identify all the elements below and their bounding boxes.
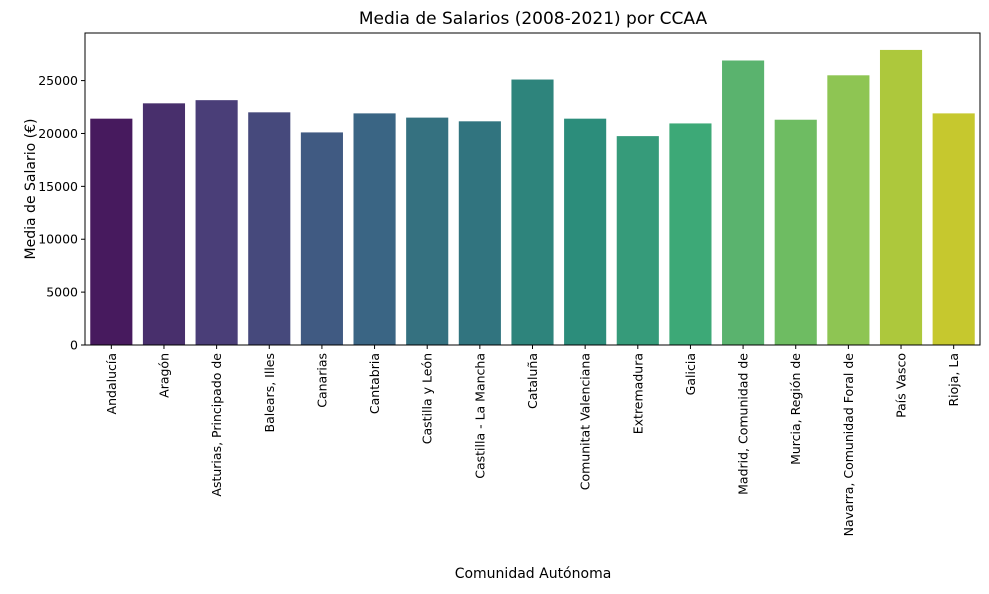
x-tick-label: Comunitat Valenciana (578, 353, 593, 490)
bar (458, 121, 501, 346)
bar (616, 136, 659, 345)
bar (669, 123, 712, 345)
y-tick-label: 20000 (38, 126, 78, 141)
x-tick-label: Madrid, Comunidad de (736, 353, 751, 495)
bar (406, 117, 449, 345)
bar (722, 60, 765, 346)
y-tick-label: 25000 (38, 73, 78, 88)
y-tick-label: 10000 (38, 232, 78, 247)
x-tick-label: Aragón (156, 353, 171, 398)
x-tick-label: Castilla y León (420, 353, 435, 444)
bar (300, 132, 343, 345)
chart-title: Media de Salarios (2008-2021) por CCAA (359, 9, 708, 29)
y-tick-label: 0 (70, 338, 78, 353)
x-tick-label: Balears, Illes (262, 353, 277, 433)
x-tick-label: País Vasco (894, 353, 909, 418)
bar (827, 75, 870, 345)
x-ticks-group: Andalucía Aragón Asturias, Principado de Ba… (104, 345, 961, 536)
bar (248, 112, 291, 345)
bar (879, 49, 923, 346)
x-tick-label: Asturias, Principado de (209, 353, 224, 497)
bar (932, 113, 975, 345)
bar (511, 79, 554, 346)
x-axis-label: Comunidad Autónoma (455, 566, 612, 582)
x-tick-label: Murcia, Región de (788, 353, 803, 465)
x-tick-label: Canarias (314, 353, 329, 408)
bar (564, 118, 607, 346)
y-ticks-group: 0 5000 10000 15000 20000 25000 (38, 73, 85, 353)
x-tick-label: Galicia (683, 353, 698, 395)
bar (353, 113, 396, 345)
x-tick-label: Andalucía (104, 353, 119, 414)
y-tick-label: 5000 (46, 285, 78, 300)
x-tick-label: Extremadura (630, 353, 645, 434)
bar (195, 100, 238, 345)
y-axis-label: Media de Salario (€) (23, 119, 39, 260)
bars-group (90, 49, 975, 346)
bar (774, 119, 817, 345)
x-tick-label: Castilla - La Mancha (472, 353, 487, 479)
x-tick-label: Cataluña (525, 353, 540, 409)
bar (90, 118, 133, 346)
x-tick-label: Rioja, La (946, 353, 961, 407)
x-tick-label: Cantabria (367, 353, 382, 414)
bar (142, 103, 186, 345)
x-tick-label: Navarra, Comunidad Foral de (841, 353, 856, 537)
y-tick-label: 15000 (38, 179, 78, 194)
plot-frame (84, 32, 981, 346)
